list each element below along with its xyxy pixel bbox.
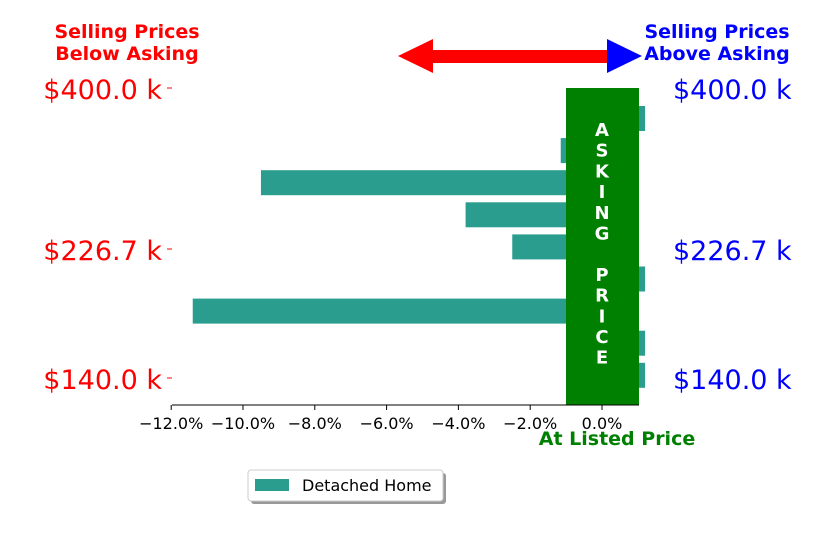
asking-letter-2: K bbox=[595, 161, 610, 182]
asking-letter-3: I bbox=[599, 182, 606, 203]
y-tick-left-top: $400.0 k bbox=[43, 75, 162, 106]
x-tick-label-6: 0.0% bbox=[582, 414, 623, 433]
x-tick-label-0: −12.0% bbox=[139, 414, 203, 433]
y-tick-right-mid: $226.7 k bbox=[673, 236, 792, 267]
x-tick-label-3: −6.0% bbox=[360, 414, 414, 433]
x-tick-label-4: −4.0% bbox=[431, 414, 485, 433]
header-left-line2: Below Asking bbox=[55, 43, 198, 65]
double-arrow-icon bbox=[398, 39, 642, 73]
asking-letter-1: S bbox=[596, 141, 609, 162]
asking-letter-0: A bbox=[595, 120, 609, 141]
y-tick-left-mid: $226.7 k bbox=[43, 236, 162, 267]
x-ticks-group: −12.0% −10.0% −8.0% −6.0% −4.0% −2.0% 0.0% bbox=[139, 405, 622, 433]
legend-label: Detached Home bbox=[302, 476, 432, 495]
header-right-line1: Selling Prices bbox=[644, 21, 789, 43]
bar-2 bbox=[260, 170, 602, 196]
y-tick-left-bottom: $140.0 k bbox=[43, 365, 162, 396]
header-left-line1: Selling Prices bbox=[54, 21, 199, 43]
x-tick-label-5: −2.0% bbox=[503, 414, 557, 433]
x-axis-label: At Listed Price bbox=[539, 428, 695, 450]
bar-6 bbox=[192, 298, 603, 324]
legend: Detached Home bbox=[247, 469, 446, 504]
asking-letter-7: P bbox=[595, 265, 608, 286]
x-tick-label-2: −8.0% bbox=[288, 414, 342, 433]
asking-letter-4: N bbox=[594, 203, 609, 224]
legend-swatch bbox=[255, 479, 289, 491]
header-right-line2: Above Asking bbox=[644, 43, 790, 65]
y-tick-right-top: $400.0 k bbox=[673, 75, 792, 106]
asking-letter-11: E bbox=[596, 348, 608, 369]
asking-letter-5: G bbox=[595, 224, 610, 245]
x-tick-label-1: −10.0% bbox=[211, 414, 275, 433]
y-tick-right-bottom: $140.0 k bbox=[673, 365, 792, 396]
asking-letter-10: C bbox=[595, 327, 608, 348]
asking-price-band bbox=[566, 88, 639, 405]
asking-letter-9: I bbox=[599, 306, 606, 327]
asking-letter-8: R bbox=[595, 286, 609, 307]
